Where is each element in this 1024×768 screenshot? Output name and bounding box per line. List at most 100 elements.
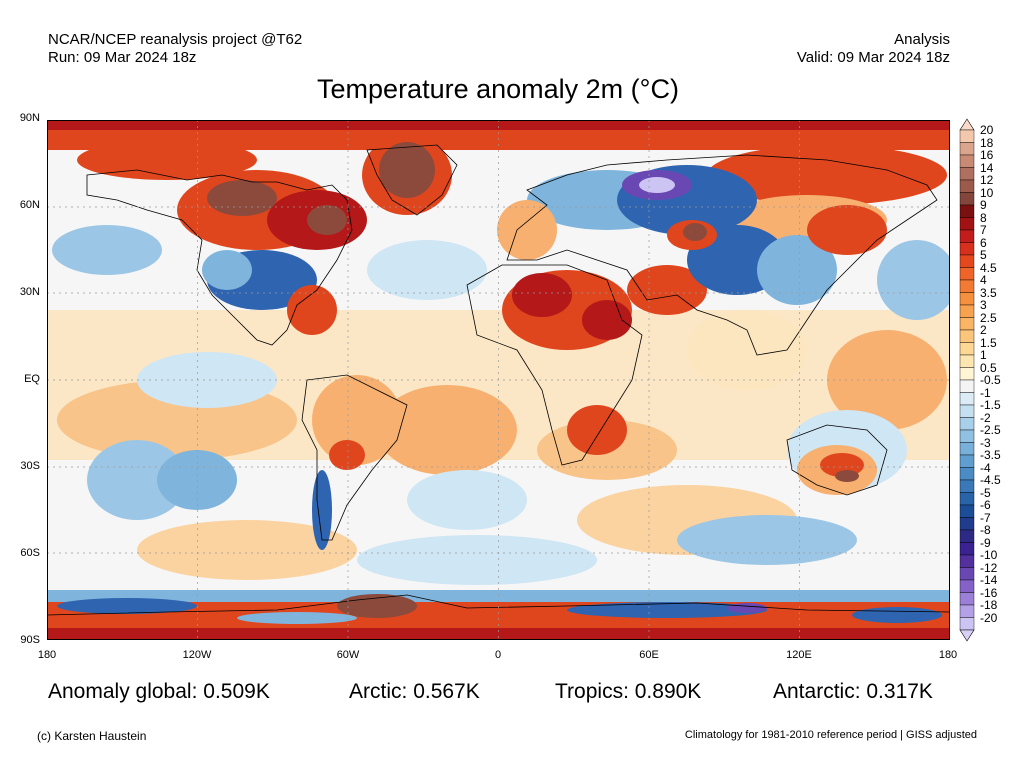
coastline-north-america [86,169,353,346]
footer-climatology: Climatology for 1981-2010 reference peri… [684,729,977,741]
colorbar-label: -10 [980,548,998,562]
coastline-australia [786,424,888,496]
lat-label-eq: EQ [24,373,40,385]
anomaly-warm-patch [687,310,807,390]
stat-arctic-label: Arctic: [349,680,408,703]
anomaly-warm-patch [77,140,257,180]
coastline-africa [466,264,643,466]
colorbar-label: 4 [980,273,987,287]
colorbar-label: 12 [980,173,994,187]
colorbar-label: -4 [980,460,991,475]
colorbar-label: 9 [980,198,987,212]
colorbar-cell [959,404,975,418]
colorbar-cell [959,529,975,543]
colorbar-cell [959,479,975,493]
stat-arctic: Arctic: 0.567K [349,680,480,704]
anomaly-cold-patch [639,177,675,193]
anomaly-warm-patch [807,205,887,255]
colorbar-label: -16 [980,585,998,600]
valid-time: Valid: 09 Mar 2024 18z [796,49,950,66]
colorbar-cell [959,304,975,318]
coastlines [47,144,950,616]
colorbar-cell [959,129,975,143]
colorbar-label: 18 [980,135,994,150]
lat-label-60s: 60S [20,547,40,559]
colorbar-cell [959,167,975,181]
colorbar-cell [959,217,975,231]
colorbar-cell [959,592,975,606]
anomaly-cool-patch [202,250,252,290]
colorbar-cell [959,517,975,531]
lat-label-30s: 30S [20,460,40,472]
temperature-anomaly-map [47,120,950,640]
colorbar-label: -2 [980,410,991,425]
colorbar-label: 16 [980,148,994,162]
anomaly-hot-patch [307,205,347,235]
colorbar-label: 3 [980,298,987,312]
stat-tropics: Tropics: 0.890K [555,680,701,704]
colorbar-label: -14 [980,573,998,587]
colorbar-label: -9 [980,535,991,550]
anomaly-cool-patch [852,607,942,623]
map-frame [47,120,950,640]
analysis-label: Analysis [894,31,950,48]
colorbar-label: 7 [980,223,987,237]
colorbar-cell [959,204,975,218]
colorbar-cell [959,392,975,406]
anomaly-hot-patch [683,223,707,241]
lon-label-120w: 120W [182,649,212,661]
lon-label-0: 0 [494,649,502,661]
colorbar-cell [959,492,975,506]
lon-label-60w: 60W [336,649,360,661]
anomaly-hot-patch [835,470,859,482]
anomaly-cool-patch [357,535,597,585]
colorbar-label: -0.5 [980,373,1001,387]
lat-label-90n: 90N [19,112,40,124]
header-right: Analysis Valid: 09 Mar 2024 18z [797,31,950,67]
colorbar-cell [959,567,975,581]
model-label: NCAR/NCEP reanalysis project @T62 [48,31,303,48]
colorbar-cell [959,329,975,343]
colorbar-label: 1 [980,348,987,362]
coastline-south-america [301,374,408,541]
anomaly-cool-patch [137,352,277,408]
colorbar-label: -7 [980,510,991,525]
stat-antarctic-label: Antarctic: [773,680,861,703]
colorbar-label: -3 [980,435,991,450]
anomaly-hot-patch [207,180,277,216]
graticule [47,120,950,640]
lon-label-180e: 180 [938,649,958,661]
colorbar-label: -2.5 [980,423,1001,437]
colorbar-cell [959,542,975,556]
stat-arctic-value: 0.567K [413,680,480,703]
colorbar-cell [959,154,975,168]
antarctic-edge-band [47,628,950,640]
lon-label-60e: 60E [639,649,659,661]
colorbar-cell [959,292,975,306]
coastline-eurasia [506,154,938,356]
colorbar-label: 3.5 [980,285,997,300]
colorbar-label: 1.5 [980,335,997,350]
colorbar-cell [959,367,975,381]
colorbar-cell [959,454,975,468]
stat-tropics-label: Tropics: [555,680,629,703]
anomaly-warm-patch [567,405,627,455]
stat-global-label: Anomaly global: [48,680,198,703]
colorbar-cell [959,342,975,356]
anomaly-cool-patch [57,598,197,614]
colorbar-label: 6 [980,235,987,250]
map-title: Temperature anomaly 2m (°C) [317,74,679,104]
header-left: NCAR/NCEP reanalysis project @T62 Run: 0… [48,31,302,67]
colorbar-cell [959,442,975,456]
colorbar-label: 2.5 [980,310,997,325]
colorbar-label: 10 [980,185,994,200]
colorbar-label: -5 [980,485,991,500]
anomaly-warm-patch [329,440,365,470]
coastline-greenland [366,144,458,216]
colorbar-label: 2 [980,323,987,337]
colorbar-label: -18 [980,598,998,612]
colorbar-label: -1 [980,385,991,400]
colorbar-cap-top [959,118,975,131]
anomaly-warm-patch [377,385,517,475]
colorbar-cell [959,354,975,368]
